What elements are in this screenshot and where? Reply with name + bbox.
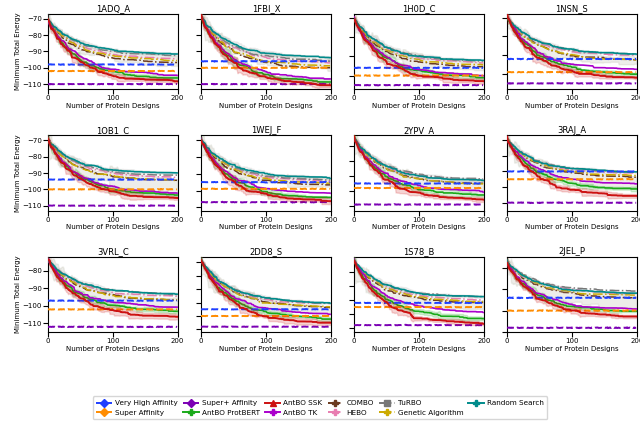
Y-axis label: Minimum Total Energy: Minimum Total Energy xyxy=(15,134,21,212)
Title: 1ADQ_A: 1ADQ_A xyxy=(96,4,130,13)
Title: 2YPV_A: 2YPV_A xyxy=(403,126,435,135)
X-axis label: Number of Protein Designs: Number of Protein Designs xyxy=(372,346,466,352)
X-axis label: Number of Protein Designs: Number of Protein Designs xyxy=(372,103,466,109)
Title: 1NSN_S: 1NSN_S xyxy=(556,4,588,13)
Title: 1H0D_C: 1H0D_C xyxy=(402,4,436,13)
X-axis label: Number of Protein Designs: Number of Protein Designs xyxy=(525,103,619,109)
Y-axis label: Minimum Total Energy: Minimum Total Energy xyxy=(15,256,21,333)
Title: 3RAJ_A: 3RAJ_A xyxy=(557,126,586,135)
Title: 2DD8_S: 2DD8_S xyxy=(250,247,282,256)
Title: 1OB1_C: 1OB1_C xyxy=(96,126,129,135)
Title: 1WEJ_F: 1WEJ_F xyxy=(251,126,281,135)
X-axis label: Number of Protein Designs: Number of Protein Designs xyxy=(219,346,313,352)
X-axis label: Number of Protein Designs: Number of Protein Designs xyxy=(219,224,313,230)
Title: 1S78_B: 1S78_B xyxy=(403,247,435,256)
Title: 2JEL_P: 2JEL_P xyxy=(559,247,586,256)
Legend: Very High Affinity, Super Affinity, Super+ Affinity, AntBO ProtBERT, AntBO SSK, : Very High Affinity, Super Affinity, Supe… xyxy=(93,396,547,419)
Y-axis label: Minimum Total Energy: Minimum Total Energy xyxy=(15,13,21,90)
X-axis label: Number of Protein Designs: Number of Protein Designs xyxy=(525,346,619,352)
X-axis label: Number of Protein Designs: Number of Protein Designs xyxy=(525,224,619,230)
Title: 1FBI_X: 1FBI_X xyxy=(252,4,280,13)
X-axis label: Number of Protein Designs: Number of Protein Designs xyxy=(219,103,313,109)
X-axis label: Number of Protein Designs: Number of Protein Designs xyxy=(372,224,466,230)
Title: 3VRL_C: 3VRL_C xyxy=(97,247,129,256)
X-axis label: Number of Protein Designs: Number of Protein Designs xyxy=(66,103,159,109)
X-axis label: Number of Protein Designs: Number of Protein Designs xyxy=(66,224,159,230)
X-axis label: Number of Protein Designs: Number of Protein Designs xyxy=(66,346,159,352)
